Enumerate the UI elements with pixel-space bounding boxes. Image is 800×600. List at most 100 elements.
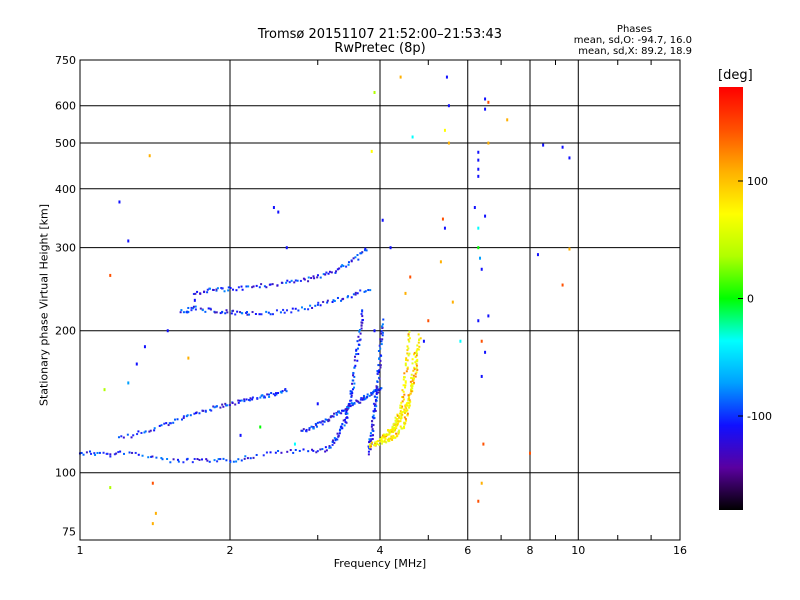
data-point <box>335 413 338 416</box>
data-point <box>289 449 292 452</box>
data-point <box>406 359 409 362</box>
data-point <box>347 406 350 409</box>
scatter-point <box>389 246 392 250</box>
scatter-point <box>484 214 487 218</box>
data-point <box>380 439 383 442</box>
data-point <box>340 299 343 302</box>
data-point <box>307 280 310 283</box>
data-point <box>399 412 402 415</box>
data-point <box>212 405 215 408</box>
scatter-point <box>381 218 384 222</box>
data-point <box>410 376 413 379</box>
data-point <box>324 450 327 453</box>
data-point <box>390 435 393 438</box>
data-point <box>380 343 383 346</box>
data-point <box>414 361 417 364</box>
data-point <box>343 424 346 427</box>
data-point <box>128 451 131 454</box>
data-point <box>376 372 379 375</box>
data-point <box>372 414 375 417</box>
data-point <box>322 300 325 303</box>
data-point <box>341 409 344 412</box>
data-point <box>243 457 246 460</box>
scatter-point <box>445 75 448 79</box>
data-point <box>261 394 264 397</box>
data-point <box>213 459 216 462</box>
scatter-point <box>487 314 490 318</box>
grid-layer <box>80 60 680 540</box>
data-point <box>375 392 378 395</box>
data-point <box>237 286 240 289</box>
data-point <box>251 396 254 399</box>
data-point <box>418 345 421 348</box>
data-point <box>204 310 207 313</box>
data-point <box>286 450 289 453</box>
scatter-point <box>473 206 476 210</box>
data-point <box>400 407 403 410</box>
data-point <box>389 431 392 434</box>
data-point <box>388 437 391 440</box>
data-point <box>283 311 286 314</box>
data-point <box>370 393 373 396</box>
data-point <box>351 382 354 385</box>
data-point <box>316 276 319 279</box>
scatter-point <box>143 345 146 349</box>
scatter-point <box>484 107 487 111</box>
data-point <box>153 427 156 430</box>
data-point <box>148 430 151 433</box>
data-point <box>321 448 324 451</box>
data-point <box>219 312 222 315</box>
data-point <box>161 458 164 461</box>
scatter-point <box>135 362 138 366</box>
data-point <box>347 404 350 407</box>
data-point <box>93 452 96 455</box>
x-axis-label: Frequency [MHz] <box>333 557 427 570</box>
data-point <box>288 281 291 284</box>
data-point <box>290 311 293 314</box>
data-point <box>366 393 369 396</box>
data-point <box>341 264 344 267</box>
data-point <box>326 299 329 302</box>
data-point <box>372 390 375 393</box>
data-point <box>354 364 357 367</box>
data-point <box>249 397 252 400</box>
data-point <box>262 396 265 399</box>
data-point <box>294 448 297 451</box>
data-point <box>380 436 383 439</box>
data-point <box>291 307 294 310</box>
data-point <box>395 432 398 435</box>
data-point <box>330 271 333 274</box>
data-point <box>271 313 274 316</box>
data-point <box>403 423 406 426</box>
data-point <box>350 394 353 397</box>
data-point <box>394 436 397 439</box>
data-point <box>137 453 140 456</box>
data-point <box>240 285 243 288</box>
data-point <box>277 449 280 452</box>
data-point <box>399 404 402 407</box>
data-point <box>364 247 367 250</box>
data-point <box>315 451 318 454</box>
scatter-point <box>239 433 242 437</box>
data-point <box>404 358 407 361</box>
data-point <box>255 284 258 287</box>
data-point <box>353 401 356 404</box>
data-point <box>338 267 341 270</box>
data-point <box>416 344 419 347</box>
data-point <box>412 377 415 380</box>
data-point <box>281 390 284 393</box>
data-point <box>399 420 402 423</box>
data-point <box>417 348 420 351</box>
data-point <box>418 338 421 341</box>
data-point <box>272 393 275 396</box>
data-point <box>240 459 243 462</box>
data-point <box>341 422 344 425</box>
data-point <box>397 420 400 423</box>
data-point <box>182 415 185 418</box>
data-point <box>303 278 306 281</box>
x-tick-label: 10 <box>571 544 585 557</box>
data-point <box>339 428 342 431</box>
data-point <box>331 300 334 303</box>
scatter-point <box>477 246 480 250</box>
data-point <box>357 352 360 355</box>
